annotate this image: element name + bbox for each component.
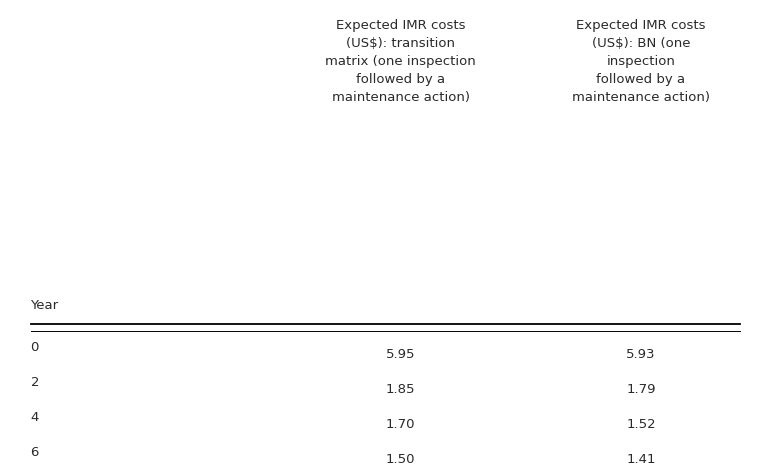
Text: Expected IMR costs
(US$): transition
matrix (one inspection
followed by a
mainte: Expected IMR costs (US$): transition mat… bbox=[325, 19, 476, 104]
Text: 5.95: 5.95 bbox=[386, 347, 415, 360]
Text: 0: 0 bbox=[31, 340, 39, 353]
Text: 1.50: 1.50 bbox=[386, 452, 415, 465]
Text: 1.52: 1.52 bbox=[626, 417, 655, 430]
Text: Expected IMR costs
(US$): BN (one
inspection
followed by a
maintenance action): Expected IMR costs (US$): BN (one inspec… bbox=[572, 19, 710, 104]
Text: 6: 6 bbox=[31, 445, 39, 457]
Text: 1.70: 1.70 bbox=[386, 417, 415, 430]
Text: 1.85: 1.85 bbox=[386, 382, 415, 395]
Text: Year: Year bbox=[31, 299, 59, 312]
Text: 5.93: 5.93 bbox=[626, 347, 655, 360]
Text: 1.79: 1.79 bbox=[626, 382, 655, 395]
Text: 1.41: 1.41 bbox=[626, 452, 655, 465]
Text: 4: 4 bbox=[31, 410, 39, 423]
Text: 2: 2 bbox=[31, 375, 39, 388]
